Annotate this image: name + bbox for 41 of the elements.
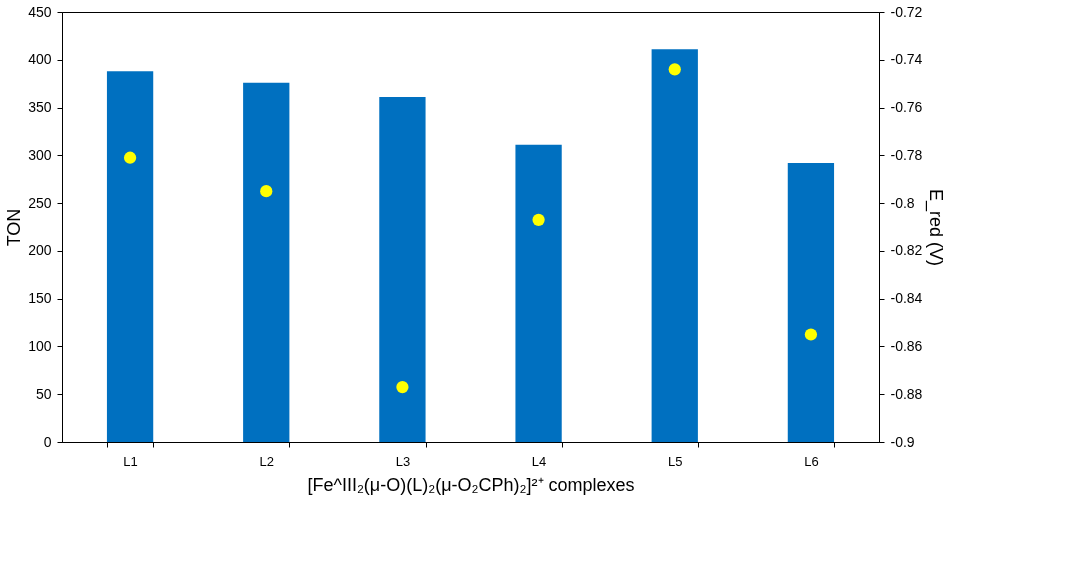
- point: [668, 63, 681, 76]
- y-tick-label: 50: [35, 385, 52, 402]
- y-tick-label: 150: [28, 290, 52, 307]
- y2-tick-label: -0.8: [890, 194, 915, 211]
- y2-tick-label: -0.84: [890, 290, 923, 307]
- bar: [106, 71, 154, 442]
- y-tick-label: 350: [28, 99, 52, 116]
- bar: [651, 49, 698, 442]
- x-tick-label: L4: [531, 453, 547, 469]
- bar: [787, 162, 835, 442]
- x-tick-label: L1: [123, 453, 138, 469]
- point: [396, 380, 409, 394]
- y-tick-label: 0: [43, 433, 52, 450]
- x-tick-label: L2: [259, 453, 274, 469]
- y2-tick-label: -0.74: [890, 51, 923, 68]
- y2-tick-label: -0.78: [890, 146, 923, 163]
- bar: [515, 144, 562, 442]
- y-tick-label: 400: [28, 51, 52, 68]
- y2-tick-label: -0.76: [890, 99, 923, 116]
- y2-tick-label: -0.86: [890, 337, 923, 354]
- y-tick-label: 100: [28, 337, 52, 354]
- y-tick-label: 200: [28, 242, 52, 259]
- y-axis-title: TON: [4, 208, 25, 247]
- y2-tick-label: -0.9: [890, 433, 915, 450]
- point: [532, 213, 545, 226]
- y-tick-label: 250: [28, 194, 52, 211]
- point: [804, 328, 818, 341]
- y-tick-label: 300: [28, 146, 52, 163]
- point: [260, 185, 273, 198]
- y2-tick-label: -0.72: [890, 3, 923, 20]
- bar: [379, 97, 426, 442]
- point: [123, 151, 137, 164]
- bar: [243, 82, 290, 442]
- y2-tick-label: -0.88: [890, 385, 923, 402]
- x-tick-label: L3: [395, 453, 411, 469]
- y-tick-label: 450: [28, 3, 52, 20]
- x-axis-title: [Fe^III₂(μ-O)(L)₂(μ-O₂CPh)₂]²⁺ complexes: [307, 474, 635, 495]
- y2-tick-label: -0.82: [890, 242, 923, 259]
- x-tick-label: L5: [668, 453, 683, 469]
- y2-axis-title: E_red (V): [925, 188, 947, 267]
- x-tick-label: L6: [804, 453, 819, 469]
